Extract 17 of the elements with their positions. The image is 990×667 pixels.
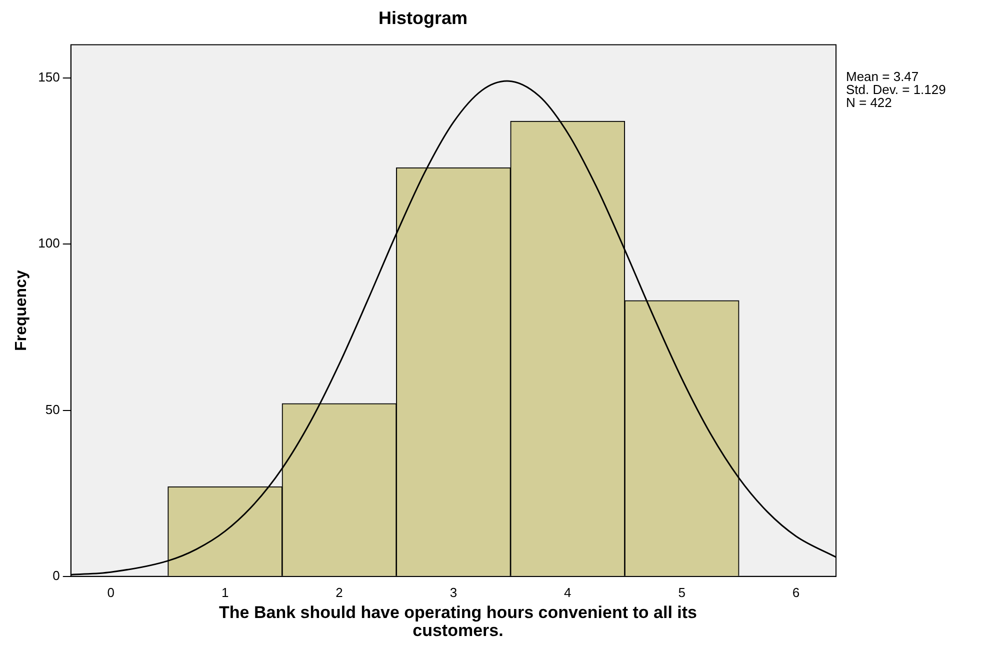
y-axis-title: Frequency	[13, 270, 30, 352]
x-tick-label: 5	[678, 584, 686, 600]
x-tick-label: 2	[336, 584, 343, 600]
y-tick-label: 150	[38, 70, 60, 85]
x-axis-title: The Bank should have operating hours convenient to all its customers.	[218, 603, 698, 640]
text: N = 422	[846, 95, 893, 110]
y-tick-label: 0	[52, 568, 60, 583]
x-tick-label: 1	[221, 584, 229, 600]
x-tick-label: 3	[450, 584, 458, 600]
chart-title: Histogram	[377, 8, 468, 30]
y-tick-label: 100	[38, 236, 60, 251]
x-tick-label: 0	[107, 584, 114, 600]
x-tick-label: 4	[564, 584, 572, 600]
text: Std. Dev. = 1.129	[846, 82, 946, 97]
y-tick-label: 50	[45, 402, 60, 417]
x-tick-label: 6	[792, 584, 800, 600]
text: Mean = 3.47	[846, 69, 920, 84]
